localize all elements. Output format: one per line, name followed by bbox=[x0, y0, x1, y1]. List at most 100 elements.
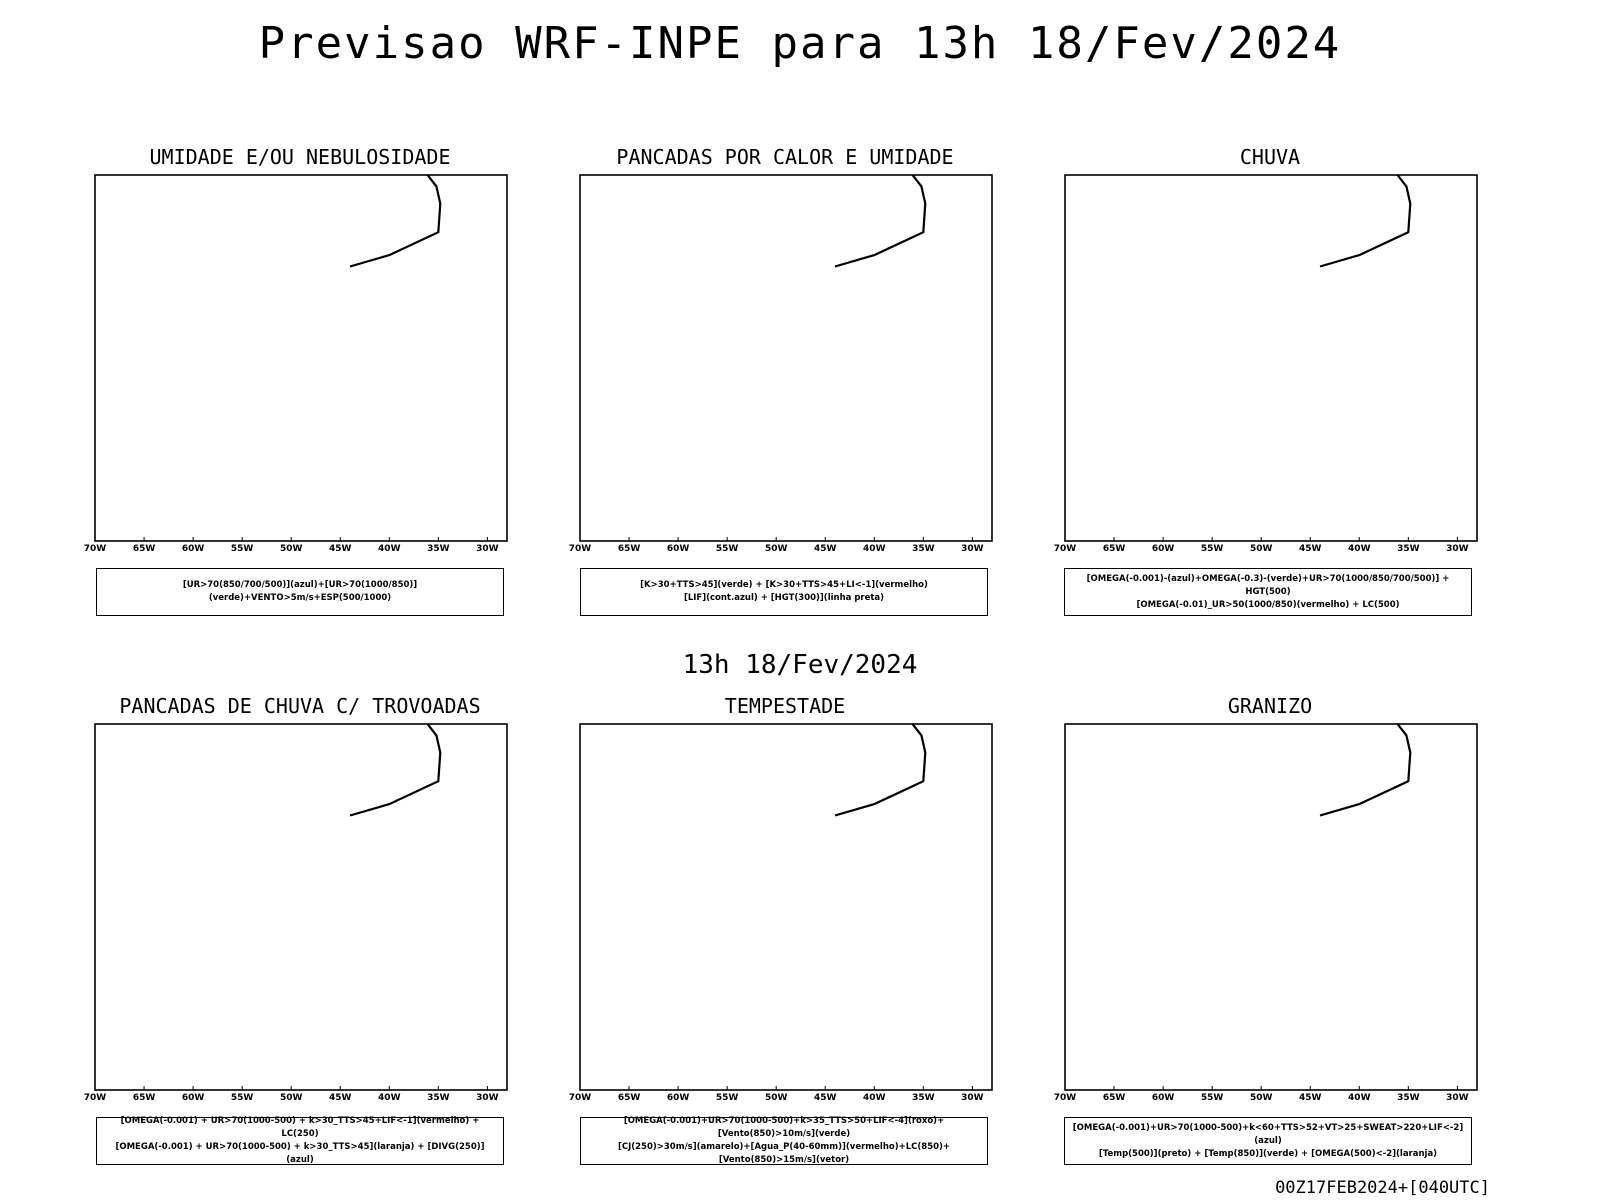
lon-label: 50W bbox=[765, 544, 788, 554]
lon-label: 65W bbox=[618, 544, 641, 554]
legend-line: [OMEGA(-0.001)+UR>70(1000-500)+k>35_TTS>… bbox=[623, 1116, 945, 1139]
panel-title: CHUVA bbox=[1239, 145, 1301, 169]
map-frame bbox=[579, 723, 993, 1091]
map-trovoadas: 12S15S18S21S24S27S30S33S36S39S42S70W65W6… bbox=[84, 723, 508, 1103]
lon-label: 55W bbox=[231, 544, 254, 554]
legend-umidade: [UR>70(850/700/500)](azul)+[UR>70(1000/8… bbox=[96, 568, 504, 616]
main-title: Previsao WRF-INPE para 13h 18/Fev/2024 bbox=[258, 18, 1342, 69]
coastline bbox=[349, 175, 442, 268]
lon-label: 60W bbox=[667, 1093, 690, 1103]
lon-label: 30W bbox=[476, 1093, 499, 1103]
lon-label: 30W bbox=[961, 1093, 984, 1103]
legend-line: [OMEGA(-0.001) + UR>70(1000-500) + k>30_… bbox=[115, 1142, 485, 1165]
lon-label: 65W bbox=[1103, 544, 1126, 554]
map-tempestade: 12S15S18S21S24S27S30S33S36S39S42S70W65W6… bbox=[569, 723, 993, 1103]
lon-label: 35W bbox=[912, 1093, 935, 1103]
lon-label: 70W bbox=[84, 544, 107, 554]
legend-tempestade: [OMEGA(-0.001)+UR>70(1000-500)+k>35_TTS>… bbox=[580, 1116, 988, 1165]
legend-line: [K>30+TTS>45](verde) + [K>30+TTS>45+LI<-… bbox=[640, 580, 928, 590]
legend-line: [UR>70(850/700/500)](azul)+[UR>70(1000/8… bbox=[182, 580, 418, 603]
map-chuva: 58858258258257658212S15S18S21S24S27S30S3… bbox=[1054, 174, 1478, 554]
panel-title: TEMPESTADE bbox=[724, 694, 846, 718]
map-layer: 588582582582576582 bbox=[1065, 175, 1412, 268]
lon-label: 65W bbox=[133, 1093, 156, 1103]
lon-label: 35W bbox=[1397, 544, 1420, 554]
lon-label: 30W bbox=[961, 544, 984, 554]
panel-trovoadas: PANCADAS DE CHUVA C/ TROVOADAS 12S15S18S… bbox=[60, 694, 540, 1194]
legend-granizo: [OMEGA(-0.001)+UR>70(1000-500)+k<60+TTS>… bbox=[1064, 1117, 1472, 1165]
run-timestamp: 00Z17FEB2024+[040UTC] bbox=[1275, 1178, 1490, 1198]
map-frame bbox=[94, 723, 508, 1091]
lon-label: 65W bbox=[133, 544, 156, 554]
map-umidade: 1012101210121008101610201016102057057656… bbox=[84, 171, 508, 554]
lon-label: 60W bbox=[667, 544, 690, 554]
lon-label: 40W bbox=[863, 1093, 886, 1103]
lon-label: 35W bbox=[427, 544, 450, 554]
map-layer: 18151212121518 bbox=[1065, 724, 1412, 817]
lon-label: 45W bbox=[329, 1093, 352, 1103]
panel-pancadas-calor: PANCADAS POR CALOR E UMIDADE 96809680968… bbox=[545, 145, 1025, 645]
panel-tempestade: TEMPESTADE 12S15S18S21S24S27S30S33S36S39… bbox=[545, 694, 1025, 1194]
lon-label: 40W bbox=[378, 1093, 401, 1103]
lon-label: 60W bbox=[1152, 1093, 1175, 1103]
coastline bbox=[1319, 724, 1412, 817]
map-granizo: 1815121212151812S15S18S21S24S27S30S33S36… bbox=[1054, 723, 1478, 1103]
lon-label: 70W bbox=[1054, 1093, 1077, 1103]
lon-label: 45W bbox=[1299, 1093, 1322, 1103]
coastline bbox=[349, 724, 442, 817]
lon-label: 40W bbox=[863, 544, 886, 554]
lon-label: 70W bbox=[1054, 544, 1077, 554]
lon-label: 45W bbox=[1299, 544, 1322, 554]
lon-label: 55W bbox=[1201, 544, 1224, 554]
lon-label: 50W bbox=[280, 544, 303, 554]
coastline bbox=[834, 175, 927, 268]
legend-line: [OMEGA(-0.001)+UR>70(1000-500)+k<60+TTS>… bbox=[1072, 1122, 1464, 1146]
legend-chuva: [OMEGA(-0.001)-(azul)+OMEGA(-0.3)-(verde… bbox=[1064, 568, 1472, 616]
lon-label: 60W bbox=[182, 544, 205, 554]
lon-label: 50W bbox=[1250, 1093, 1273, 1103]
map-pancadas-calor: 9680968096809680960096809600960095209600… bbox=[569, 174, 993, 554]
lon-label: 45W bbox=[329, 544, 352, 554]
map-frame bbox=[579, 174, 993, 542]
map-frame bbox=[1064, 723, 1478, 1091]
lon-label: 40W bbox=[1348, 544, 1371, 554]
map-layer: 1012101210121008101610201016102057057656… bbox=[95, 171, 442, 268]
lon-label: 65W bbox=[618, 1093, 641, 1103]
lon-label: 70W bbox=[569, 1093, 592, 1103]
lon-label: 70W bbox=[84, 1093, 107, 1103]
map-layer bbox=[95, 724, 442, 817]
lon-label: 55W bbox=[716, 1093, 739, 1103]
lon-label: 70W bbox=[569, 544, 592, 554]
panel-title: PANCADAS DE CHUVA C/ TROVOADAS bbox=[119, 694, 481, 718]
lon-label: 45W bbox=[814, 544, 837, 554]
panel-title: UMIDADE E/OU NEBULOSIDADE bbox=[149, 145, 451, 169]
lon-label: 65W bbox=[1103, 1093, 1126, 1103]
map-frame bbox=[1064, 174, 1478, 542]
legend-line: [Temp(500)](preto) + [Temp(850)](verde) … bbox=[1098, 1148, 1438, 1159]
map-frame bbox=[94, 174, 508, 542]
map-layer bbox=[580, 724, 927, 817]
lon-label: 50W bbox=[280, 1093, 303, 1103]
legend-line: [OMEGA(-0.001)-(azul)+OMEGA(-0.3)-(verde… bbox=[1086, 573, 1450, 597]
lon-label: 55W bbox=[1201, 1093, 1224, 1103]
coastline bbox=[834, 724, 927, 817]
panel-granizo: GRANIZO 1815121212151812S15S18S21S24S27S… bbox=[1030, 694, 1510, 1194]
map-layer: 9680968096809680960096809600960095209600… bbox=[580, 175, 927, 268]
lon-label: 35W bbox=[1397, 1093, 1420, 1103]
lon-label: 50W bbox=[1250, 544, 1273, 554]
legend-line: [OMEGA(-0.001) + UR>70(1000-500) + k>30_… bbox=[120, 1116, 480, 1139]
panel-chuva: CHUVA 58858258258257658212S15S18S21S24S2… bbox=[1030, 145, 1510, 645]
lon-label: 30W bbox=[1446, 1093, 1469, 1103]
sub-title: 13h 18/Fev/2024 bbox=[682, 650, 918, 680]
panel-title: GRANIZO bbox=[1227, 694, 1313, 718]
lon-label: 55W bbox=[716, 544, 739, 554]
legend-line: [LIF](cont.azul) + [HGT(300)](linha pret… bbox=[683, 593, 885, 603]
lon-label: 60W bbox=[1152, 544, 1175, 554]
lon-label: 35W bbox=[427, 1093, 450, 1103]
legend-line: [OMEGA(-0.01)_UR>50(1000/850)(vermelho) … bbox=[1136, 599, 1400, 610]
lon-label: 45W bbox=[814, 1093, 837, 1103]
lon-label: 30W bbox=[476, 544, 499, 554]
lon-label: 40W bbox=[378, 544, 401, 554]
lon-label: 30W bbox=[1446, 544, 1469, 554]
humidity-mid-area bbox=[364, 171, 385, 172]
